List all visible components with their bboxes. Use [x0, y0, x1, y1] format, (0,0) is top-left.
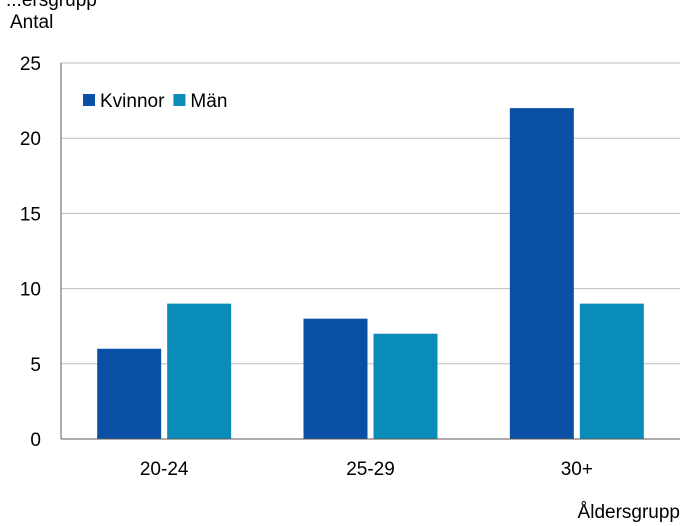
gridlines: [61, 62, 680, 365]
y-tick-label: 25: [20, 54, 41, 75]
bar: [509, 108, 574, 440]
y-tick-label: 15: [20, 204, 41, 225]
legend-swatch: [83, 94, 95, 106]
legend: Kvinnor Män: [83, 91, 227, 112]
bar: [579, 303, 644, 439]
y-axis-title: Antal: [10, 12, 53, 33]
legend-label: Kvinnor: [100, 91, 165, 112]
bar: [373, 333, 438, 439]
legend-label: Män: [190, 91, 227, 112]
x-axis-labels: 20-24 25-29 30+: [140, 459, 593, 480]
bar: [97, 348, 162, 439]
x-tick-label: 30+: [561, 459, 593, 480]
y-tick-label: 5: [30, 355, 41, 376]
x-axis-title: Åldersgrupp: [578, 502, 680, 523]
y-tick-label: 20: [20, 129, 41, 150]
bar: [303, 318, 368, 439]
bar: [167, 303, 232, 439]
chart-title: ...ersgrupp: [6, 0, 97, 11]
axes: [60, 63, 680, 440]
y-axis-ticks: 0 5 10 15 20 25: [20, 54, 41, 451]
y-tick-label: 10: [20, 280, 41, 301]
y-tick-label: 0: [30, 430, 41, 451]
x-tick-label: 20-24: [140, 459, 189, 480]
bars: [97, 108, 644, 440]
legend-swatch: [173, 94, 186, 106]
x-tick-label: 25-29: [346, 459, 395, 480]
